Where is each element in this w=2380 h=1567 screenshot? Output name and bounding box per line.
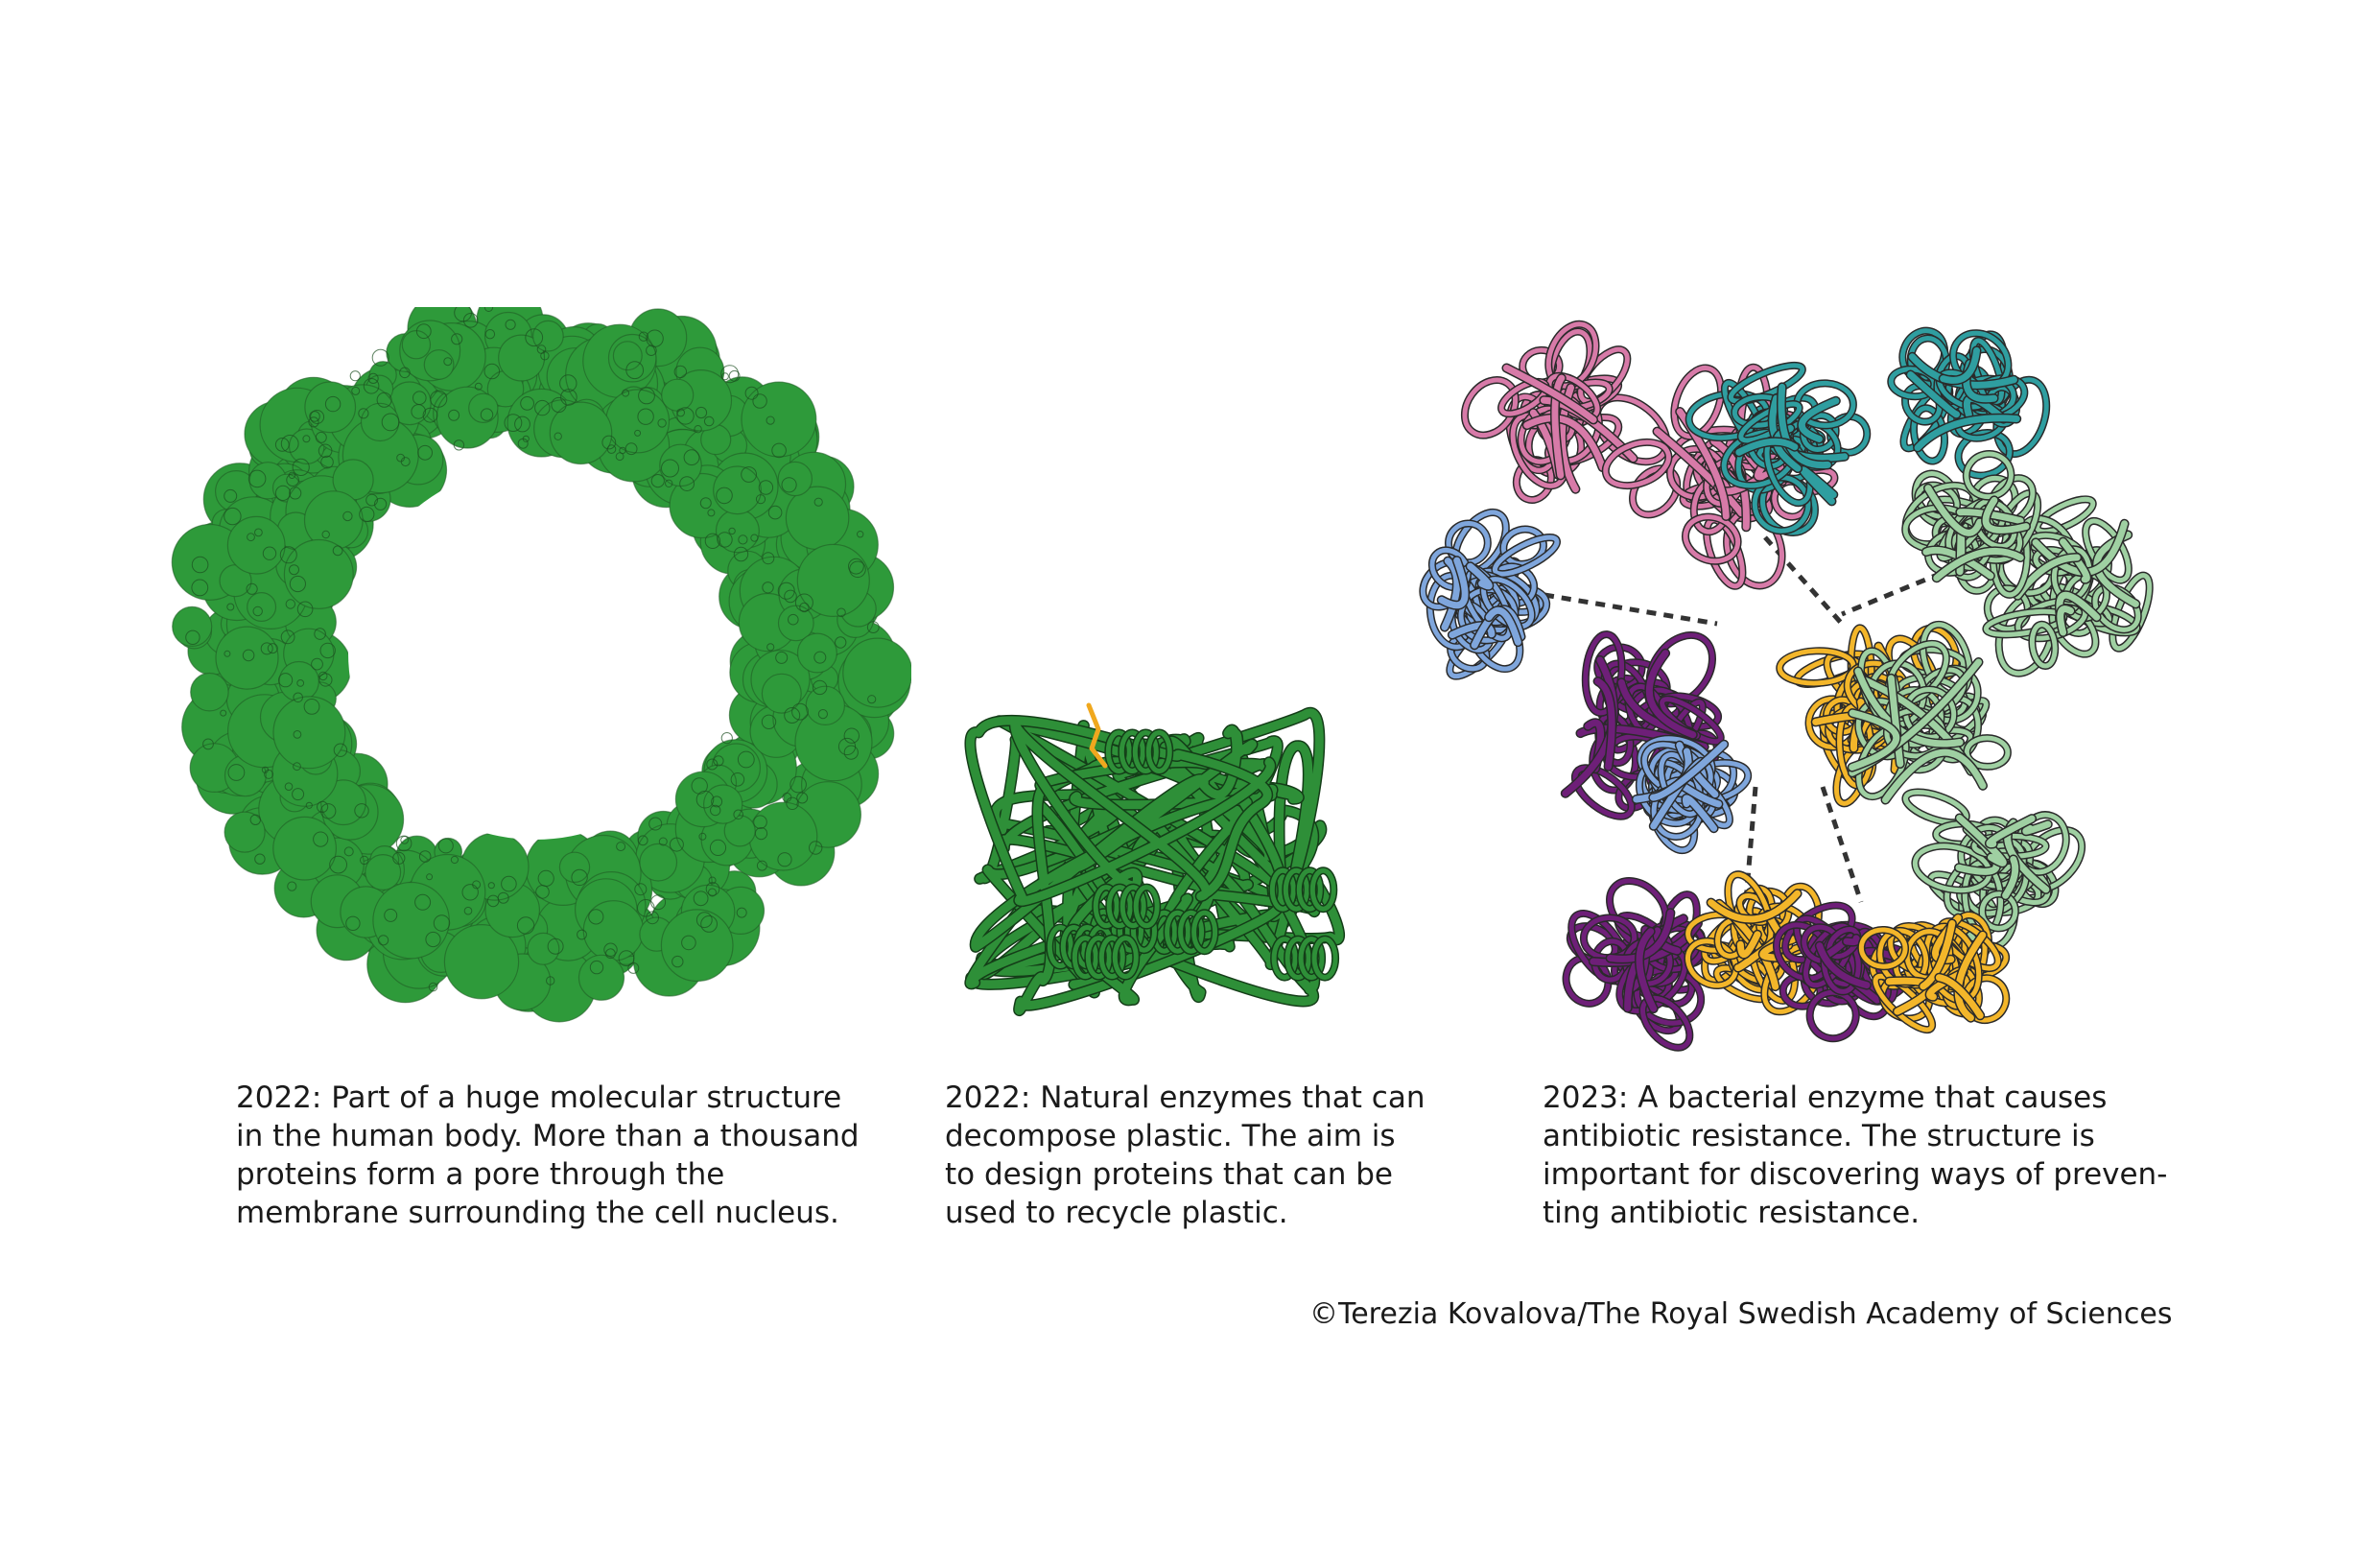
caption-line: in the human body. More than a thousand bbox=[236, 1119, 860, 1153]
caption-line: membrane surrounding the cell nucleus. bbox=[236, 1196, 839, 1230]
caption-line: antibiotic resistance. The structure is bbox=[1543, 1119, 2095, 1153]
caption-plastic-enzyme: 2022: Natural enzymes that can decompose… bbox=[945, 1079, 1426, 1232]
caption-line: proteins form a pore through the bbox=[236, 1157, 725, 1192]
image-credit: ©Terezia Kovalova/The Royal Swedish Acad… bbox=[1309, 1297, 2173, 1331]
caption-line: 2022: Natural enzymes that can bbox=[945, 1080, 1426, 1115]
plastic-enzyme-illustration bbox=[964, 702, 1346, 1016]
caption-line: 2023: A bacterial enzyme that causes bbox=[1543, 1080, 2108, 1115]
nuclear-pore-illustration bbox=[171, 307, 911, 1023]
caption-line: to design proteins that can be bbox=[945, 1157, 1393, 1192]
caption-line: decompose plastic. The aim is bbox=[945, 1119, 1396, 1153]
caption-line: important for discovering ways of preven… bbox=[1543, 1157, 2168, 1192]
caption-line: 2022: Part of a huge molecular structure bbox=[236, 1080, 842, 1115]
bacterial-enzyme-illustration bbox=[1419, 320, 2154, 1052]
caption-nuclear-pore: 2022: Part of a huge molecular structure… bbox=[236, 1079, 860, 1232]
caption-bacterial-enzyme: 2023: A bacterial enzyme that causes ant… bbox=[1543, 1079, 2167, 1232]
caption-line: ting antibiotic resistance. bbox=[1543, 1196, 1920, 1230]
caption-line: used to recycle plastic. bbox=[945, 1196, 1288, 1230]
